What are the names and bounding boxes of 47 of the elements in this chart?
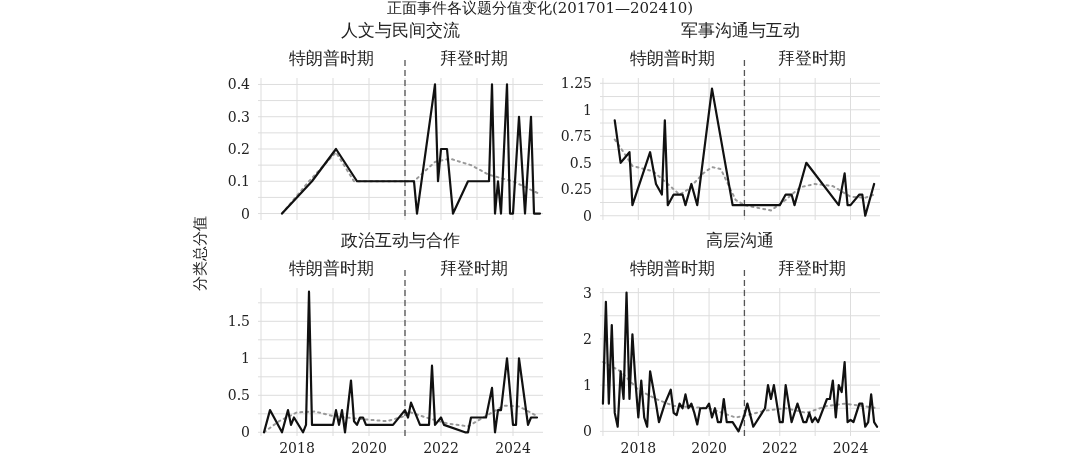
y-tick-label: 0.5 bbox=[227, 387, 250, 404]
x-tick-label: 2024 bbox=[832, 440, 869, 456]
text: 拜登时期 bbox=[440, 48, 508, 68]
text: 正面事件各议题分值变化(201701—202410) bbox=[386, 0, 694, 17]
y-tick-label: 1.5 bbox=[227, 313, 250, 330]
line-series bbox=[601, 291, 879, 433]
x-tick-label: 2018 bbox=[620, 440, 657, 456]
line-series bbox=[613, 138, 876, 212]
y-tick-label: 0 bbox=[241, 424, 250, 441]
y-tick-label: 0.5 bbox=[569, 154, 592, 171]
text: 特朗普时期 bbox=[629, 48, 715, 68]
y-tick-label: 0 bbox=[583, 423, 592, 440]
text: 特朗普时期 bbox=[289, 48, 374, 68]
line-series bbox=[263, 404, 538, 434]
y-tick-label: 0.75 bbox=[560, 128, 592, 145]
text: 拜登时期 bbox=[778, 258, 847, 278]
line-series bbox=[613, 87, 876, 217]
y-tick-label: 0.4 bbox=[227, 76, 251, 93]
y-tick-label: 3 bbox=[583, 284, 592, 301]
y-tick-label: 1.25 bbox=[560, 75, 592, 92]
x-tick-label: 2024 bbox=[495, 440, 531, 456]
text: 特朗普时期 bbox=[289, 258, 374, 278]
y-tick-label: 0.1 bbox=[227, 173, 250, 190]
y-tick-label: 0 bbox=[583, 207, 592, 224]
y-tick-label: 0.2 bbox=[227, 141, 250, 157]
chart-title: 政治互动与合作 bbox=[341, 230, 460, 250]
y-tick-label: 1 bbox=[241, 350, 250, 367]
y-tick-label: 0.3 bbox=[227, 108, 250, 125]
y-tick-label: 2 bbox=[583, 330, 592, 347]
x-tick-label: 2020 bbox=[691, 440, 727, 456]
x-tick-label: 2020 bbox=[351, 440, 387, 456]
line-series bbox=[262, 290, 539, 434]
x-tick-label: 2018 bbox=[279, 440, 315, 456]
text: 拜登时期 bbox=[778, 48, 847, 68]
y-tick-label: 0.25 bbox=[560, 181, 592, 198]
y-tick-label: 1 bbox=[583, 101, 592, 118]
x-tick-label: 2022 bbox=[423, 440, 459, 456]
x-tick-label: 2022 bbox=[761, 440, 798, 456]
chart-title: 军事沟通与互动 bbox=[680, 20, 800, 40]
y-tick-label: 0 bbox=[241, 205, 250, 222]
text: 特朗普时期 bbox=[629, 258, 715, 278]
chart-title: 人文与民间交流 bbox=[341, 20, 460, 40]
chart-title: 高层沟通 bbox=[706, 230, 774, 250]
line-series bbox=[280, 83, 542, 215]
y-axis-title: 分类总分值 bbox=[191, 215, 209, 291]
text: 拜登时期 bbox=[440, 258, 508, 278]
y-tick-label: 1 bbox=[583, 377, 592, 394]
